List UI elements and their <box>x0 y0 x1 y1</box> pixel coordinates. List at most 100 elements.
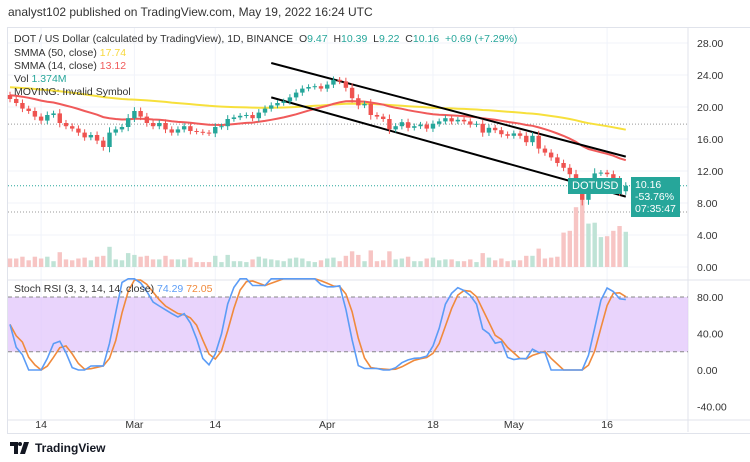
volume-bar <box>138 256 143 267</box>
candle-body <box>356 98 361 106</box>
candle-body <box>94 135 100 141</box>
volume-bar <box>269 259 274 267</box>
candle-body <box>542 148 548 153</box>
time-tick: 18 <box>427 419 439 431</box>
candle-body <box>88 135 94 138</box>
candle-body <box>449 118 454 122</box>
volume-bar <box>499 258 504 267</box>
candle-body <box>436 121 442 124</box>
volume-bar <box>45 256 50 267</box>
volume-bar <box>63 259 69 267</box>
volume-bar <box>88 260 94 267</box>
volume-bar <box>424 258 429 267</box>
candle-body <box>45 115 50 121</box>
candle-body <box>492 127 498 131</box>
candle-body <box>312 86 317 88</box>
candle-body <box>57 113 62 123</box>
open-value: 9.47 <box>307 33 328 45</box>
stoch-band <box>8 297 688 352</box>
volume-bar <box>325 258 330 267</box>
price-tick: 12.00 <box>697 166 723 178</box>
candle-body <box>443 118 448 122</box>
candle-body <box>468 121 473 125</box>
candle-body <box>480 123 485 133</box>
candle-body <box>206 132 212 134</box>
candle-body <box>424 124 429 129</box>
volume-bar <box>144 255 150 267</box>
volume-bar <box>275 260 280 267</box>
price-tick: 8.00 <box>697 198 718 210</box>
volume-bar <box>181 259 187 267</box>
volume-bar <box>486 257 492 267</box>
smma14-value: 13.12 <box>99 60 127 72</box>
volume-bar <box>561 232 566 267</box>
candle-body <box>318 86 324 89</box>
candle-body <box>530 135 535 143</box>
volume-bar <box>57 252 62 267</box>
open-label: O <box>298 33 308 45</box>
candle-body <box>337 79 342 82</box>
vol-value: 1.374M <box>31 73 67 85</box>
candle-body <box>505 134 510 136</box>
volume-bar <box>611 230 616 267</box>
volume-bar <box>150 259 156 267</box>
volume-bar <box>300 258 305 267</box>
smma50-label: SMMA (50, close) <box>14 47 97 59</box>
volume-bar <box>331 257 336 267</box>
volume-bar <box>604 236 610 267</box>
candle-body <box>461 119 467 122</box>
volume-bar <box>7 258 13 267</box>
smma14-legend[interactable]: SMMA (14, close) 13.12 <box>14 60 126 72</box>
candle-body <box>32 111 38 117</box>
volume-bar <box>20 256 25 267</box>
candle-body <box>107 132 112 147</box>
stoch-tick: -40.00 <box>697 402 727 414</box>
volume-legend[interactable]: Vol 1.374M <box>14 73 67 85</box>
volume-bar <box>237 261 243 267</box>
stoch-legend[interactable]: Stoch RSI (3, 3, 14, 14, close) 74.29 72… <box>14 283 212 295</box>
candle-body <box>70 126 75 129</box>
volume-bar <box>399 258 405 267</box>
candle-body <box>524 135 529 143</box>
symbol-tag: DOTUSD <box>568 178 623 194</box>
candle-body <box>169 129 174 133</box>
candle-body <box>418 124 423 127</box>
volume-bar <box>567 230 572 267</box>
candle-body <box>405 122 411 128</box>
candle-body <box>188 126 193 131</box>
volume-bar <box>430 257 436 267</box>
volume-bar <box>573 207 579 267</box>
candle-body <box>213 127 218 134</box>
high-label: H <box>333 33 342 45</box>
volume-bar <box>592 222 597 267</box>
channel-line <box>270 62 627 158</box>
volume-bar <box>455 261 461 267</box>
channel-line <box>270 96 627 198</box>
candle-body <box>474 123 479 125</box>
volume-bar <box>287 258 293 267</box>
volume-bar <box>244 262 249 267</box>
candle-body <box>374 115 380 117</box>
smma50-legend[interactable]: SMMA (50, close) 17.74 <box>14 47 126 59</box>
candle-body <box>163 123 168 130</box>
volume-bar <box>337 261 342 267</box>
volume-bar <box>250 259 255 267</box>
candle-body <box>38 116 44 121</box>
candle-body <box>611 174 616 181</box>
smma50-line <box>9 86 626 131</box>
volume-bar <box>293 257 299 267</box>
time-tick: 14 <box>209 419 221 431</box>
stoch-tick: 80.00 <box>697 292 723 304</box>
close-value: 10.16 <box>412 33 440 45</box>
volume-bar <box>580 190 585 267</box>
stoch-tick: 0.00 <box>697 365 718 377</box>
tradingview-logo[interactable]: TradingView <box>10 441 105 455</box>
moving-legend[interactable]: MOVING: Invalid Symbol <box>14 86 131 98</box>
chart-frame <box>7 27 750 434</box>
volume-bar <box>219 262 224 267</box>
volume-bar <box>194 262 199 267</box>
smma14-line <box>9 94 627 162</box>
candle-body <box>455 119 461 122</box>
price-tick: 4.00 <box>697 230 718 242</box>
